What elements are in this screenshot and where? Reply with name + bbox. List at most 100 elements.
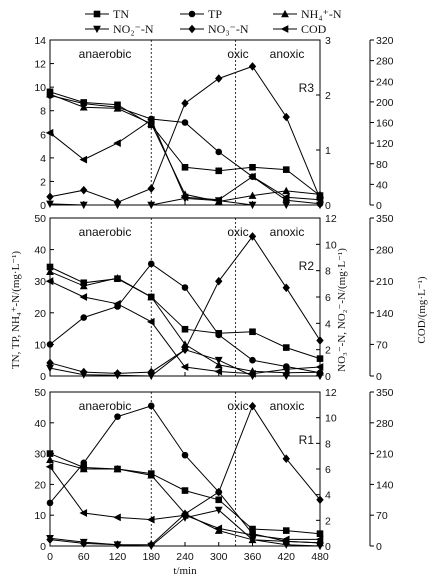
data-point — [215, 276, 223, 286]
x-tick-label: 0 — [47, 551, 53, 563]
data-point — [181, 345, 189, 354]
left-tick-label: 2 — [40, 176, 46, 188]
inner-right-tick-label: 8 — [325, 266, 331, 278]
outer-right-tick-label: 280 — [376, 418, 394, 430]
panel-label: R2 — [299, 259, 315, 273]
data-point — [281, 535, 290, 544]
data-point — [282, 454, 290, 464]
data-point — [79, 509, 88, 517]
series-line — [49, 405, 321, 546]
series-tp — [46, 260, 324, 377]
left-tick-label: 10 — [34, 510, 46, 522]
data-point — [282, 201, 291, 210]
inner-right-tick-label: 12 — [325, 387, 337, 399]
legend-label: NO₃⁻-N — [208, 22, 249, 36]
series-nh-n — [46, 455, 324, 547]
panel-label: R1 — [299, 433, 315, 447]
legend-item-no-n: NO₂⁻-N — [85, 22, 154, 36]
phase-label-anaerobic: anaerobic — [79, 47, 132, 61]
outer-right-tick-label: 70 — [376, 510, 388, 522]
data-point — [282, 344, 290, 351]
left-tick-label: 50 — [34, 213, 46, 225]
x-tick-labels: 0 60 120 180 240 300 360 420 480 — [47, 551, 329, 563]
outer-right-tick-label: 280 — [376, 56, 394, 68]
data-point — [79, 464, 88, 473]
data-point — [214, 195, 223, 204]
inner-right-tick-label: 2 — [325, 515, 331, 527]
left-tick-label: 40 — [34, 418, 46, 430]
outer-right-tick-label: 70 — [376, 339, 388, 351]
series-line — [49, 65, 321, 203]
data-point — [147, 402, 155, 410]
data-point — [114, 413, 121, 420]
outer-right-tick-label: 40 — [376, 179, 388, 191]
legend-label: COD — [301, 22, 327, 36]
legend-label: TN — [113, 7, 129, 21]
data-point — [180, 363, 189, 371]
x-tick-label: 300 — [210, 551, 228, 563]
data-point — [113, 273, 122, 282]
data-point — [180, 193, 189, 202]
outer-right-tick-label: 350 — [376, 213, 394, 225]
data-point — [215, 167, 223, 175]
outer-right-axis-title: COD/(mg·L⁻¹) — [416, 276, 428, 343]
data-point — [181, 451, 189, 459]
data-point — [147, 471, 156, 479]
data-point — [214, 356, 223, 365]
data-point — [46, 192, 54, 202]
data-point — [282, 166, 290, 173]
x-tick-label: 240 — [176, 551, 194, 563]
legend-marker-triangle-down — [93, 25, 101, 34]
x-tick-label: 180 — [142, 551, 160, 563]
data-point — [316, 495, 324, 505]
data-point — [316, 355, 324, 362]
data-point — [147, 292, 156, 301]
left-tick-label: 0 — [40, 371, 46, 383]
outer-right-tick-label: 210 — [376, 449, 394, 461]
data-point — [248, 62, 257, 71]
left-tick-label: 50 — [34, 387, 46, 399]
inner-right-tick-label: 0 — [325, 541, 331, 553]
data-point — [249, 328, 256, 336]
outer-right-tick-label: 240 — [376, 76, 394, 88]
left-tick-label: 10 — [34, 339, 46, 351]
outer-right-tick-label: 160 — [376, 118, 394, 130]
data-point — [46, 499, 54, 507]
data-point — [214, 524, 223, 533]
data-point — [180, 511, 189, 520]
phase-label-oxic: oxic — [227, 399, 248, 413]
left-tick-label: 20 — [34, 308, 46, 320]
series-line — [49, 119, 321, 201]
data-point — [315, 535, 324, 544]
data-point — [113, 369, 122, 378]
legend-marker-diamond — [188, 24, 196, 34]
data-point — [113, 299, 121, 308]
data-point — [113, 104, 122, 112]
data-point — [282, 527, 290, 534]
series-line — [49, 263, 321, 374]
data-point — [146, 515, 155, 524]
panel-r3: anaerobic oxic anoxicR30246810121401230408… — [34, 35, 393, 212]
outer-right-tick-label: 0 — [376, 541, 382, 553]
outer-right-tick-label: 280 — [376, 245, 394, 257]
data-point — [181, 119, 189, 126]
data-point — [316, 530, 324, 537]
data-point — [181, 163, 189, 171]
phase-label-oxic: oxic — [227, 47, 248, 61]
data-point — [79, 293, 88, 301]
panels: anaerobic oxic anoxicR30246810121401230408… — [34, 35, 393, 563]
data-point — [46, 455, 54, 464]
inner-right-axis-title: NO₃⁻-N, NO₂⁻-N/(mg·L⁻¹) — [336, 248, 348, 372]
data-point — [281, 193, 290, 202]
data-point — [147, 372, 156, 381]
phase-label-anaerobic: anaerobic — [79, 399, 132, 413]
series-tp — [46, 402, 324, 547]
left-axis-title: TN, TP, NH₄⁺-N/(mg·L⁻¹) — [10, 251, 22, 369]
data-point — [315, 363, 324, 371]
legend-item-tp: TP — [180, 7, 222, 21]
data-point — [181, 284, 189, 291]
data-point — [79, 201, 88, 210]
legend-label: TP — [208, 7, 222, 21]
data-point — [46, 90, 54, 98]
data-point — [45, 277, 54, 286]
